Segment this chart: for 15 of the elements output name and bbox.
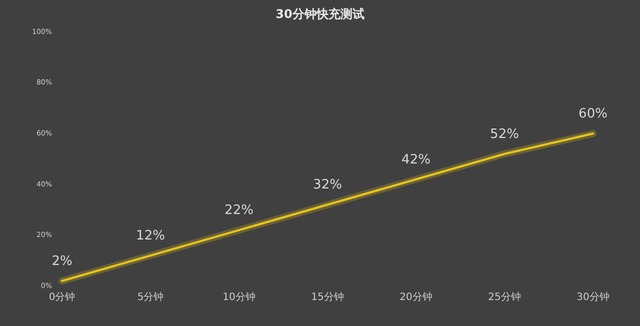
x-tick-label: 25分钟 [488, 291, 521, 303]
x-tick-label: 10分钟 [222, 291, 256, 303]
data-label: 12% [136, 228, 165, 244]
data-label: 2% [52, 254, 72, 269]
data-label: 60% [578, 106, 608, 122]
data-label: 52% [490, 126, 519, 142]
data-label: 32% [313, 178, 342, 193]
data-label: 42% [402, 152, 430, 168]
x-tick-label: 5分钟 [137, 291, 164, 303]
x-tick-label: 15分钟 [311, 291, 344, 303]
x-tick-label: 20分钟 [400, 291, 432, 303]
x-tick-label: 30分钟 [576, 291, 610, 303]
x-tick-label: 0分钟 [48, 291, 76, 303]
chart-title: 30分钟快充测试 [276, 7, 364, 21]
data-label: 22% [224, 203, 254, 218]
